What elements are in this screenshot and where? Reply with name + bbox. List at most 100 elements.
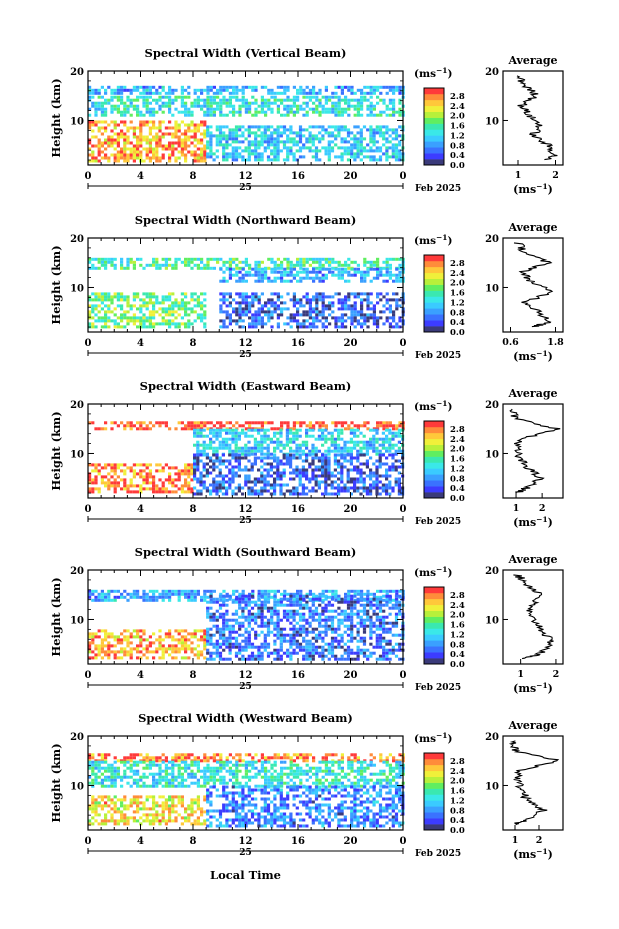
heatmap-cell: [391, 486, 395, 490]
heatmap-cell: [193, 91, 197, 95]
heatmap-cell: [209, 266, 213, 270]
heatmap-cell: [324, 260, 328, 264]
heatmap-cell: [337, 443, 341, 447]
heatmap-cell: [254, 630, 258, 634]
heatmap-cell: [177, 156, 181, 160]
heatmap-cell: [344, 260, 348, 264]
heatmap-cell: [353, 270, 357, 274]
heatmap-cell: [375, 140, 379, 144]
heatmap-cell: [305, 137, 309, 141]
heatmap-cell: [372, 483, 376, 487]
heatmap-cell: [340, 471, 344, 475]
heatmap-cell: [276, 131, 280, 135]
heatmap-cell: [164, 650, 168, 654]
heatmap-cell: [327, 459, 331, 463]
heatmap-cell: [350, 260, 354, 264]
heatmap-cell: [193, 153, 197, 157]
heatmap-cell: [250, 452, 254, 456]
heatmap-cell: [244, 295, 248, 299]
heatmap-cell: [234, 597, 239, 601]
heatmap-cell: [142, 135, 146, 139]
heatmap-cell: [126, 95, 130, 99]
heatmap-cell: [260, 260, 264, 264]
heatmap-cell: [331, 310, 335, 314]
heatmap-cell: [343, 453, 347, 457]
heatmap-cell: [212, 446, 216, 450]
heatmap-cell: [382, 266, 386, 270]
heatmap-cell: [193, 474, 197, 478]
heatmap-cell: [311, 477, 315, 481]
heatmap-cell: [232, 107, 236, 111]
heatmap-cell: [145, 88, 149, 92]
heatmap-cell: [193, 159, 197, 163]
heatmap-cell: [253, 483, 257, 487]
heatmap-cell: [248, 110, 252, 114]
heatmap-cell: [145, 263, 149, 267]
heatmap-cell: [203, 325, 207, 329]
heatmap-cell: [250, 428, 254, 432]
heatmap-cell: [381, 431, 385, 435]
heatmap-cell: [231, 137, 235, 141]
heatmap-cell: [360, 101, 364, 105]
heatmap-cell: [91, 88, 95, 92]
heatmap-cell: [113, 156, 117, 160]
heatmap-cell: [145, 292, 149, 296]
heatmap-cell: [88, 295, 92, 299]
heatmap-cell: [136, 144, 140, 148]
heatmap-cell: [343, 456, 347, 460]
heatmap-cell: [206, 146, 210, 150]
heatmap-cell: [215, 125, 219, 129]
heatmap-cell: [116, 650, 120, 654]
heatmap-cell: [205, 468, 209, 472]
heatmap-cell: [299, 270, 303, 274]
heatmap-cell: [292, 85, 296, 89]
heatmap-cell: [155, 159, 159, 163]
heatmap-cell: [301, 443, 305, 447]
heatmap-cell: [100, 629, 104, 633]
heatmap-cell: [234, 449, 238, 453]
heatmap-cell: [317, 437, 321, 441]
heatmap-cell: [315, 298, 319, 302]
heatmap-cell: [174, 650, 178, 654]
heatmap-cell: [171, 592, 175, 596]
heatmap-cell: [238, 424, 242, 428]
heatmap-cell: [104, 313, 108, 317]
heatmap-cell: [397, 440, 401, 444]
heatmap-cell: [264, 595, 268, 599]
heatmap-cell: [190, 650, 194, 654]
heatmap-cell: [244, 257, 248, 261]
heatmap-cell: [218, 471, 222, 475]
heatmap-cell: [215, 459, 219, 463]
heatmap-cell: [212, 434, 216, 438]
heatmap-cell: [376, 319, 380, 323]
heatmap-cell: [168, 635, 172, 639]
heatmap-cell: [155, 138, 159, 142]
heatmap-cell: [228, 137, 232, 141]
heatmap-cell: [330, 474, 334, 478]
heatmap-cell: [174, 135, 178, 139]
heatmap-cell: [142, 638, 146, 642]
heatmap-cell: [180, 153, 184, 157]
heatmap-cell: [388, 492, 392, 496]
heatmap-cell: [286, 257, 290, 261]
heatmap-cell: [269, 483, 273, 487]
heatmap-cell: [228, 301, 232, 305]
heatmap-cell: [318, 104, 322, 108]
heatmap-cell: [123, 266, 127, 270]
heatmap-cell: [234, 149, 239, 153]
heatmap-cell: [228, 292, 232, 296]
heatmap-cell: [88, 487, 92, 491]
heatmap-cell: [171, 147, 175, 151]
heatmap-cell: [152, 641, 156, 645]
heatmap-cell: [212, 597, 216, 601]
average-profile-line: [509, 408, 561, 494]
heatmap-cell: [212, 113, 216, 117]
heatmap-cell: [164, 319, 168, 323]
heatmap-cell: [372, 486, 376, 490]
heatmap-cell: [225, 98, 229, 102]
heatmap-cell: [302, 295, 306, 299]
heatmap-cell: [321, 592, 325, 596]
heatmap-cell: [209, 146, 213, 150]
heatmap-cell: [209, 421, 213, 425]
heatmap-cell: [337, 486, 341, 490]
